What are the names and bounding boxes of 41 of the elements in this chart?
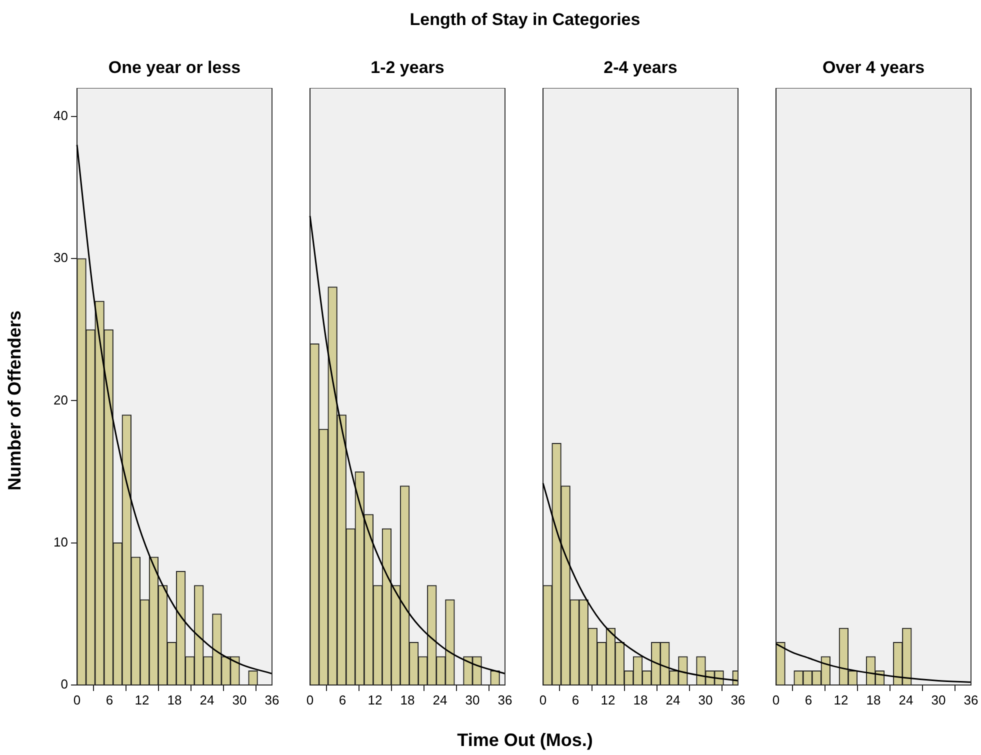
- y-tick-label: 30: [54, 250, 68, 266]
- x-tick-label: 36: [498, 692, 512, 708]
- x-tick-label: 12: [834, 692, 848, 708]
- x-tick-label: 0: [306, 692, 314, 708]
- x-tick-label: 18: [633, 692, 648, 708]
- x-tick-label: 18: [167, 692, 182, 708]
- x-tick-label: 12: [368, 692, 382, 708]
- x-tick-label: 0: [539, 692, 547, 708]
- x-tick-label: 24: [432, 692, 448, 708]
- x-tick-label: 0: [772, 692, 780, 708]
- y-tick-label: 10: [54, 534, 68, 550]
- x-tick-label: 12: [134, 692, 150, 708]
- chart-title: Over 4 years: [821, 58, 926, 78]
- y-tick-label: 20: [54, 392, 68, 408]
- x-tick-label: 24: [898, 692, 914, 708]
- x-tick-label: 36: [964, 692, 978, 708]
- chart-title: 2-4 years: [602, 58, 678, 78]
- x-tick-label: 18: [866, 692, 881, 708]
- x-tick-label: 12: [600, 692, 616, 708]
- x-tick-label: 30: [465, 692, 480, 708]
- x-tick-label: 30: [232, 692, 247, 708]
- chart-title: 1-2 years: [370, 58, 446, 78]
- x-tick-label: 6: [338, 692, 346, 708]
- x-tick-label: 0: [73, 692, 81, 708]
- x-tick-label: 36: [730, 692, 746, 708]
- y-axis-title: Number of Offenders: [4, 309, 26, 493]
- x-tick-label: 30: [698, 692, 713, 708]
- x-tick-label: 6: [106, 692, 114, 708]
- y-tick-label: 40: [54, 108, 68, 124]
- chart-title: One year or less: [107, 58, 242, 78]
- x-tick-label: 36: [264, 692, 280, 708]
- x-tick-label: 6: [804, 692, 812, 708]
- x-tick-label: 18: [400, 692, 415, 708]
- x-axis-title: Time Out (Mos.): [456, 730, 594, 751]
- x-tick-label: 6: [572, 692, 580, 708]
- text: Length of Stay in Categories: [408, 10, 642, 30]
- line-series: [76, 144, 273, 674]
- x-tick-label: 24: [666, 692, 680, 708]
- x-tick-label: 24: [200, 692, 214, 708]
- x-tick-label: 30: [931, 692, 946, 708]
- y-tick-label: 0: [60, 676, 68, 692]
